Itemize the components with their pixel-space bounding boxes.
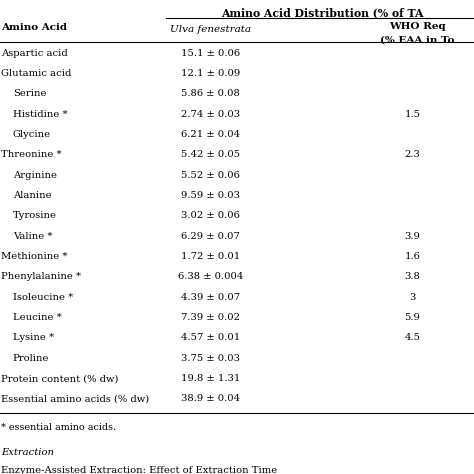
Text: Aspartic acid: Aspartic acid — [1, 48, 68, 57]
Text: Isoleucine *: Isoleucine * — [13, 293, 73, 302]
Text: Histidine *: Histidine * — [13, 109, 67, 118]
Text: 5.52 ± 0.06: 5.52 ± 0.06 — [182, 171, 240, 180]
Text: 3.02 ± 0.06: 3.02 ± 0.06 — [182, 211, 240, 220]
Text: 9.59 ± 0.03: 9.59 ± 0.03 — [182, 191, 240, 200]
Text: Serine: Serine — [13, 89, 46, 98]
Text: 1.5: 1.5 — [404, 109, 420, 118]
Text: Alanine: Alanine — [13, 191, 51, 200]
Text: 2.74 ± 0.03: 2.74 ± 0.03 — [182, 109, 240, 118]
Text: 3.8: 3.8 — [404, 273, 420, 282]
Text: 4.5: 4.5 — [404, 333, 420, 342]
Text: (% EAA in To: (% EAA in To — [380, 36, 454, 45]
Text: Leucine *: Leucine * — [13, 313, 62, 322]
Text: 19.8 ± 1.31: 19.8 ± 1.31 — [181, 374, 241, 383]
Text: Threonine *: Threonine * — [1, 150, 62, 159]
Text: 7.39 ± 0.02: 7.39 ± 0.02 — [182, 313, 240, 322]
Text: 4.39 ± 0.07: 4.39 ± 0.07 — [182, 293, 240, 302]
Text: WHO Req: WHO Req — [389, 22, 446, 31]
Text: 5.86 ± 0.08: 5.86 ± 0.08 — [182, 89, 240, 98]
Text: 5.42 ± 0.05: 5.42 ± 0.05 — [182, 150, 240, 159]
Text: Tyrosine: Tyrosine — [13, 211, 57, 220]
Text: Glutamic acid: Glutamic acid — [1, 69, 71, 78]
Text: Glycine: Glycine — [13, 130, 51, 139]
Text: 38.9 ± 0.04: 38.9 ± 0.04 — [182, 394, 240, 403]
Text: Amino Acid: Amino Acid — [1, 23, 67, 32]
Text: 5.9: 5.9 — [404, 313, 420, 322]
Text: 4.57 ± 0.01: 4.57 ± 0.01 — [181, 333, 240, 342]
Text: Lysine *: Lysine * — [13, 333, 54, 342]
Text: Proline: Proline — [13, 354, 49, 363]
Text: 1.72 ± 0.01: 1.72 ± 0.01 — [181, 252, 240, 261]
Text: Extraction: Extraction — [1, 448, 54, 457]
Text: Amino Acid Distribution (% of TA: Amino Acid Distribution (% of TA — [221, 7, 424, 18]
Text: 3.75 ± 0.03: 3.75 ± 0.03 — [182, 354, 240, 363]
Text: 3: 3 — [409, 293, 416, 302]
Text: Phenylalanine *: Phenylalanine * — [1, 273, 81, 282]
Text: Enzyme-Assisted Extraction: Effect of Extraction Time: Enzyme-Assisted Extraction: Effect of Ex… — [1, 465, 277, 474]
Text: 1.6: 1.6 — [404, 252, 420, 261]
Text: Ulva fenestrata: Ulva fenestrata — [171, 26, 251, 35]
Text: 12.1 ± 0.09: 12.1 ± 0.09 — [181, 69, 240, 78]
Text: * essential amino acids.: * essential amino acids. — [1, 423, 116, 432]
Text: Methionine *: Methionine * — [1, 252, 67, 261]
Text: Essential amino acids (% dw): Essential amino acids (% dw) — [1, 394, 149, 403]
Text: 2.3: 2.3 — [404, 150, 420, 159]
Text: Protein content (% dw): Protein content (% dw) — [1, 374, 118, 383]
Text: 3.9: 3.9 — [404, 232, 420, 241]
Text: 6.38 ± 0.004: 6.38 ± 0.004 — [178, 273, 244, 282]
Text: Arginine: Arginine — [13, 171, 57, 180]
Text: 6.29 ± 0.07: 6.29 ± 0.07 — [182, 232, 240, 241]
Text: 6.21 ± 0.04: 6.21 ± 0.04 — [182, 130, 240, 139]
Text: 15.1 ± 0.06: 15.1 ± 0.06 — [182, 48, 240, 57]
Text: Valine *: Valine * — [13, 232, 52, 241]
